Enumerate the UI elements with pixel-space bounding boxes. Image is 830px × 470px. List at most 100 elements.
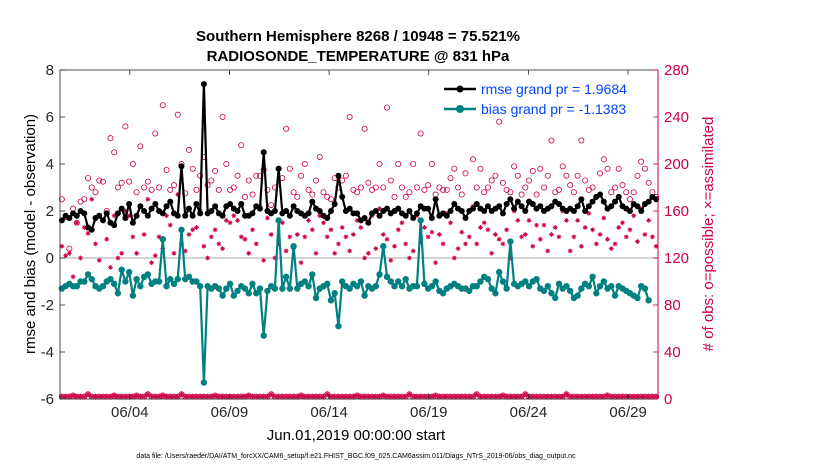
obs-possible-point: [608, 189, 615, 196]
obs-assimilated-point: [590, 227, 595, 233]
obs-assimilated-point: [238, 234, 244, 240]
obs-assimilated-point: [242, 236, 248, 242]
obs-assimilated-point: [571, 234, 577, 240]
obs-assimilated-point: [104, 236, 110, 242]
rmse-point: [133, 212, 140, 219]
obs-possible-point: [406, 189, 413, 196]
rmse-point: [608, 203, 615, 210]
bias-point: [185, 273, 193, 280]
obs-possible-point: [641, 165, 648, 172]
obs-assimilated-point: [130, 234, 136, 240]
obs-assimilated-low-point: [620, 394, 625, 400]
rmse-point: [249, 210, 256, 217]
obs-possible-point: [305, 186, 312, 193]
obs-assimilated-low-point: [313, 394, 319, 400]
bias-point: [73, 283, 81, 290]
rmse-point: [645, 198, 652, 205]
rmse-point: [339, 193, 346, 200]
rmse-point: [283, 208, 290, 214]
obs-assimilated-point: [294, 232, 300, 237]
obs-assimilated-low-point: [111, 393, 117, 398]
rmse-point: [447, 208, 454, 214]
rmse-point: [548, 203, 555, 210]
bias-point: [380, 243, 387, 250]
obs-assimilated-point: [631, 213, 637, 219]
obs-possible-point: [219, 114, 226, 121]
obs-assimilated-low-point: [605, 393, 610, 398]
obs-assimilated-point: [227, 220, 233, 226]
obs-assimilated-low-point: [433, 393, 439, 398]
rmse-point: [327, 208, 334, 214]
rmse-point: [428, 215, 435, 222]
obs-assimilated-point: [220, 246, 225, 251]
bias-point: [107, 275, 114, 283]
rmse-point: [66, 215, 73, 222]
obs-assimilated-point: [455, 246, 461, 251]
obs-possible-point: [541, 184, 548, 191]
bias-point: [137, 283, 144, 290]
bias-point: [155, 278, 163, 285]
bias-point: [99, 283, 107, 290]
obs-assimilated-point: [448, 220, 453, 226]
rmse-point: [137, 203, 144, 210]
obs-assimilated-low-point: [223, 394, 229, 400]
obs-possible-point: [159, 102, 166, 109]
obs-assimilated-point: [440, 241, 446, 247]
obs-assimilated-low-point: [164, 394, 169, 400]
rmse-point: [354, 210, 361, 217]
obs-assimilated-point: [59, 243, 65, 249]
obs-assimilated-low-point: [257, 394, 263, 400]
obs-assimilated-point: [545, 248, 551, 254]
bias-point: [525, 283, 533, 290]
obs-assimilated-point: [425, 234, 431, 240]
obs-assimilated-point: [526, 218, 532, 223]
obs-assimilated-low-point: [100, 394, 106, 400]
obs-assimilated-low-point: [422, 394, 427, 400]
obs-assimilated-point: [108, 265, 113, 270]
legend-rmse-label: rmse grand pr = 1.9684: [481, 81, 627, 97]
obs-assimilated-point: [616, 225, 622, 230]
obs-assimilated-low-point: [175, 394, 181, 400]
obs-possible-point: [268, 202, 275, 209]
obs-assimilated-low-point: [436, 394, 442, 400]
obs-assimilated-point: [593, 241, 599, 247]
obs-assimilated-low-point: [302, 394, 308, 400]
obs-possible-point: [477, 165, 484, 172]
y-left-tick-label: -4: [41, 344, 54, 361]
bias-point: [552, 294, 559, 302]
obs-assimilated-point: [485, 227, 491, 233]
obs-assimilated-point: [608, 246, 614, 251]
obs-assimilated-low-point: [608, 394, 614, 400]
obs-assimilated-low-point: [582, 394, 588, 400]
rmse-point: [376, 212, 383, 219]
obs-possible-point: [533, 191, 540, 198]
bias-point: [200, 379, 208, 386]
obs-assimilated-point: [93, 241, 98, 247]
obs-assimilated-low-point: [601, 394, 607, 400]
obs-assimilated-low-point: [276, 394, 282, 400]
obs-assimilated-low-point: [586, 394, 592, 400]
bias-point: [338, 278, 346, 285]
obs-assimilated-low-point: [478, 394, 483, 400]
bias-point: [428, 283, 436, 290]
bias-point: [346, 285, 353, 292]
obs-possible-point: [443, 186, 450, 193]
bias-point: [88, 275, 95, 283]
bias-point: [253, 290, 260, 297]
obs-assimilated-low-point: [123, 394, 128, 400]
obs-assimilated-low-point: [642, 394, 648, 400]
rmse-point: [582, 208, 589, 214]
obs-assimilated-point: [63, 253, 69, 259]
rmse-point: [638, 208, 645, 214]
rmse-point: [189, 212, 196, 219]
bias-point: [574, 292, 581, 299]
bias-point: [555, 280, 563, 288]
bias-point: [331, 290, 338, 297]
obs-assimilated-low-point: [489, 394, 495, 400]
obs-assimilated-low-point: [537, 394, 543, 400]
obs-possible-point: [313, 177, 320, 184]
obs-possible-point: [152, 130, 159, 137]
rmse-point: [88, 226, 95, 233]
rmse-point: [219, 212, 226, 219]
obs-assimilated-point: [578, 243, 584, 249]
